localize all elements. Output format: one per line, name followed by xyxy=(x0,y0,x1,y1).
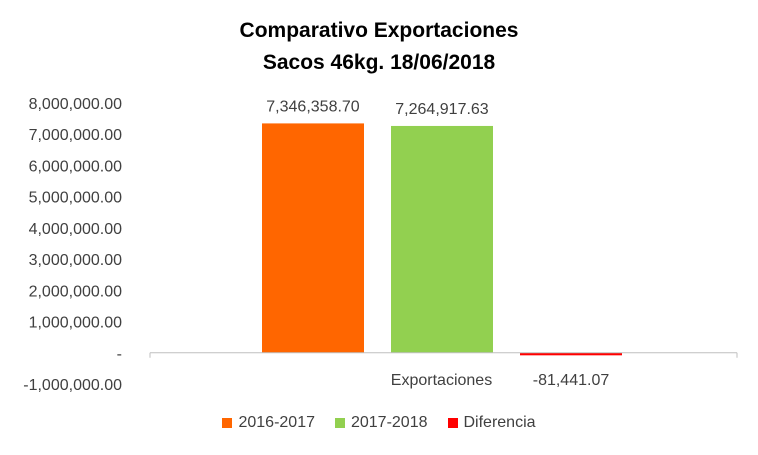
data-label-2017-2018: 7,264,917.63 xyxy=(395,101,489,118)
bar-2016-2017 xyxy=(262,123,364,353)
y-tick-label: 4,000,000.00 xyxy=(29,221,123,238)
chart-legend: 2016-2017 2017-2018 Diferencia xyxy=(0,414,758,432)
data-label-diferencia: -81,441.07 xyxy=(533,372,610,389)
y-tick-label: 6,000,000.00 xyxy=(29,158,123,175)
data-label-2016-2017: 7,346,358.70 xyxy=(266,98,360,115)
legend-swatch-2017-2018 xyxy=(334,418,345,428)
y-tick-label: 2,000,000.00 xyxy=(29,283,123,300)
legend-item-2017-2018: 2017-2018 xyxy=(334,414,428,432)
legend-label-2016-2017: 2016-2017 xyxy=(238,414,315,431)
chart-title-line2: Sacos 46kg. 18/06/2018 xyxy=(262,51,496,74)
bar-chart: 8,000,000.00 7,000,000.00 6,000,000.00 5,00… xyxy=(23,96,738,394)
x-category-label: Exportaciones xyxy=(391,372,492,389)
y-tick-label: 8,000,000.00 xyxy=(29,96,123,113)
y-tick-label: 3,000,000.00 xyxy=(29,252,123,269)
bar-2017-2018 xyxy=(391,125,493,353)
y-tick-label: 7,000,000.00 xyxy=(29,127,123,144)
legend-item-2016-2017: 2016-2017 xyxy=(222,414,315,432)
y-tick-label: - xyxy=(117,346,122,363)
y-tick-label: 1,000,000.00 xyxy=(29,315,123,332)
legend-label-diferencia: Diferencia xyxy=(463,414,536,431)
chart-title-line1: Comparativo Exportaciones xyxy=(239,19,519,42)
legend-item-diferencia: Diferencia xyxy=(447,414,536,432)
legend-swatch-2016-2017 xyxy=(222,418,233,428)
y-tick-label: -1,000,000.00 xyxy=(23,377,122,394)
legend-swatch-diferencia xyxy=(447,418,458,428)
bar-diferencia xyxy=(520,352,622,356)
y-tick-label: 5,000,000.00 xyxy=(29,190,123,207)
legend-label-2017-2018: 2017-2018 xyxy=(350,414,428,431)
